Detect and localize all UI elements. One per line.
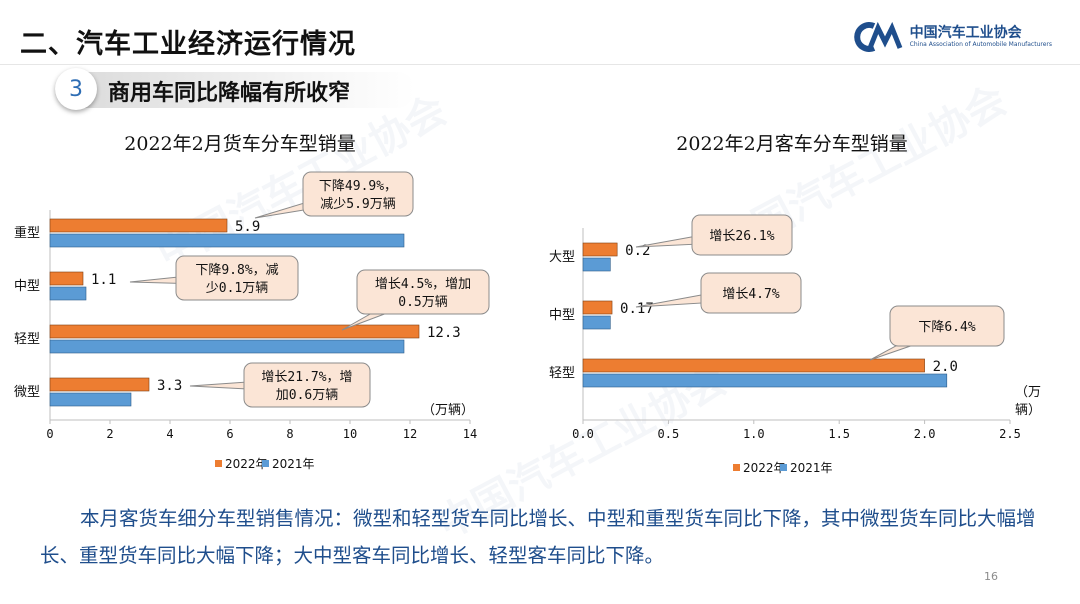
x-tick-label: 12 xyxy=(403,427,417,441)
callout-text: 0.5万辆 xyxy=(398,295,447,310)
bar-2022 xyxy=(582,358,925,373)
legend-label: 2021年 xyxy=(790,461,833,475)
x-tick-label: 2 xyxy=(106,427,113,441)
x-tick-label: 2.0 xyxy=(914,427,936,441)
callout-text: 加0.6万辆 xyxy=(276,388,338,403)
axis-unit-label: （万辆） xyxy=(422,403,474,418)
bar-2021 xyxy=(582,315,611,330)
legend-swatch xyxy=(780,464,787,471)
legend-swatch xyxy=(733,464,740,471)
bar-2022 xyxy=(582,242,618,257)
chart-title: 2022年2月货车分车型销量 xyxy=(124,133,355,155)
x-tick-label: 10 xyxy=(343,427,357,441)
legend-swatch xyxy=(215,460,222,467)
callout-text: 增长21.7%，增 xyxy=(261,370,352,385)
callout-text: 增长26.1% xyxy=(709,229,774,244)
callout-seam xyxy=(355,188,361,200)
legend-swatch xyxy=(262,460,269,467)
caam-logo-icon xyxy=(853,22,902,52)
callout-seam xyxy=(748,287,754,299)
data-label: 5.9 xyxy=(235,219,260,235)
logo-name-cn: 中国汽车工业协会 xyxy=(909,25,1022,41)
data-label: 0.17 xyxy=(620,301,654,317)
x-tick-label: 8 xyxy=(286,427,293,441)
data-label: 1.1 xyxy=(91,272,116,288)
x-tick-label: 1.0 xyxy=(743,427,765,441)
category-label: 中型 xyxy=(14,279,40,294)
section-banner xyxy=(55,72,415,108)
chart-title: 2022年2月客车分车型销量 xyxy=(676,133,907,155)
category-label: 轻型 xyxy=(549,366,575,381)
axis-unit-label: 辆） xyxy=(1015,403,1041,418)
category-label: 大型 xyxy=(549,250,575,265)
page-number: 16 xyxy=(984,570,998,583)
x-tick-label: 0 xyxy=(46,427,53,441)
callout-seam xyxy=(739,229,745,241)
legend-label: 2021年 xyxy=(272,457,315,471)
bar-2022 xyxy=(49,377,150,392)
page-title: 二、汽车工业经济运行情况 xyxy=(20,29,356,60)
bar-2021 xyxy=(49,286,87,301)
callout-text: 增长4.5%，增加 xyxy=(375,277,471,292)
x-tick-label: 6 xyxy=(226,427,233,441)
category-label: 微型 xyxy=(14,385,40,400)
callout-text: 下降49.9%， xyxy=(319,179,397,194)
category-label: 轻型 xyxy=(14,332,40,347)
x-tick-label: 1.5 xyxy=(828,427,850,441)
bar-2022 xyxy=(49,324,420,339)
x-tick-label: 2.5 xyxy=(999,427,1021,441)
bar-2022 xyxy=(582,300,613,315)
data-label: 3.3 xyxy=(157,378,182,394)
axis-unit-label: （万 xyxy=(1015,385,1041,400)
summary-paragraph: 本月客货车细分车型销售情况：微型和轻型货车同比增长、中型和重型货车同比下降，其中… xyxy=(40,507,1036,567)
legend-label: 2022年 xyxy=(743,461,786,475)
bar-2022 xyxy=(49,218,228,233)
callout-text: 下降9.8%，减 xyxy=(195,263,278,278)
callout-text: 少0.1万辆 xyxy=(206,281,268,296)
section-title: 商用车同比降幅有所收窄 xyxy=(108,81,351,106)
bar-2021 xyxy=(49,392,132,407)
callout-seam xyxy=(943,320,951,332)
category-label: 中型 xyxy=(549,308,575,323)
bar-2021 xyxy=(582,257,611,272)
legend-label: 2022年 xyxy=(225,457,268,471)
bar-2021 xyxy=(49,233,405,248)
header-divider xyxy=(0,64,1080,65)
data-label: 2.0 xyxy=(933,359,958,375)
logo-name-en: China Association of Automobile Manufact… xyxy=(909,41,1052,48)
section-number: 3 xyxy=(55,68,97,110)
x-tick-label: 4 xyxy=(166,427,173,441)
x-tick-label: 0.0 xyxy=(572,427,594,441)
callout-text: 减少5.9万辆 xyxy=(320,197,395,212)
x-tick-label: 14 xyxy=(463,427,477,441)
category-label: 重型 xyxy=(14,225,40,241)
x-tick-label: 0.5 xyxy=(658,427,680,441)
callout-seam xyxy=(419,286,427,298)
bar-2021 xyxy=(49,339,405,354)
data-label: 12.3 xyxy=(427,325,461,341)
callout-text: 增长4.7% xyxy=(722,287,779,302)
callout-text: 下降6.4% xyxy=(918,320,975,335)
bar-2021 xyxy=(582,373,948,388)
brand-logo: 中国汽车工业协会 China Association of Automobile… xyxy=(852,22,1052,52)
bar-2022 xyxy=(49,271,84,286)
